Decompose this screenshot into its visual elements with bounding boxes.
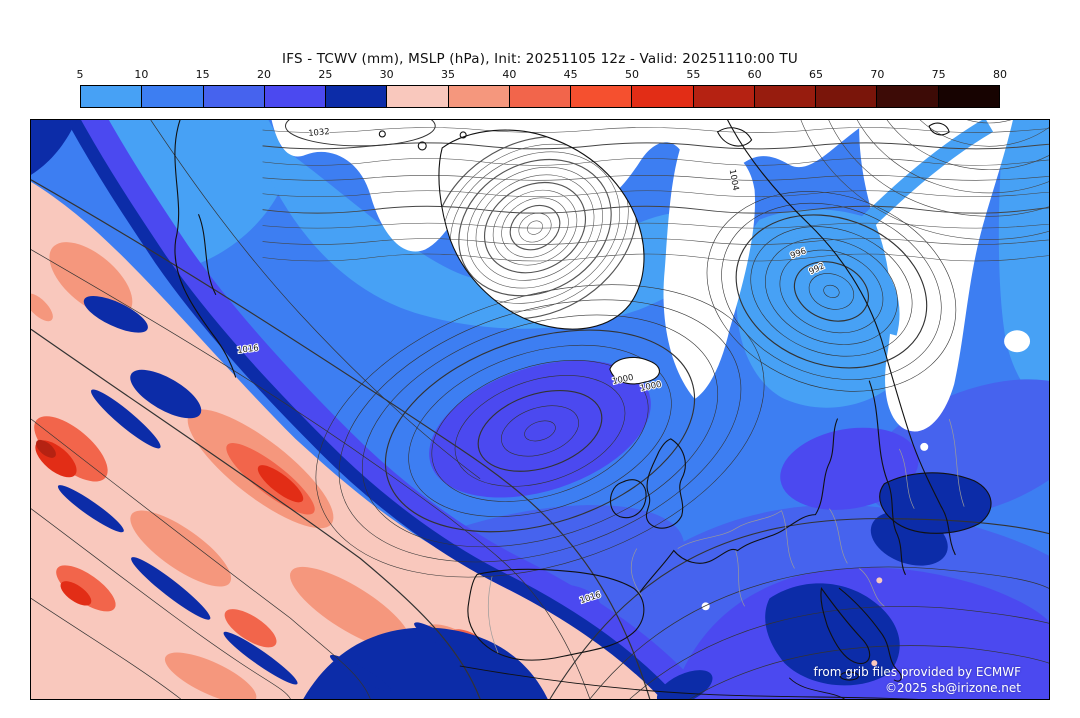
colorbar-tick: 20 [257, 68, 271, 81]
colorbar-segment-75-80 [937, 86, 999, 107]
colorbar-segment-45-50 [570, 86, 632, 107]
colorbar-tick: 80 [993, 68, 1007, 81]
colorbar-tick: 50 [625, 68, 639, 81]
field-pink-spots [562, 577, 883, 667]
colorbar-segment-10-15 [141, 86, 203, 107]
contour-label: 1004 [728, 168, 742, 191]
field-navy-band [66, 120, 679, 699]
colorbar-tick: 10 [134, 68, 149, 81]
colorbar-tick: 45 [563, 68, 578, 81]
colorbar-segment-50-55 [631, 86, 693, 107]
colorbar-segment-30-35 [386, 86, 448, 107]
country-borders [487, 418, 965, 654]
colorbar-segment-15-20 [202, 86, 264, 107]
colorbar-segment-65-70 [815, 86, 877, 107]
mslp-contours [262, 120, 1049, 578]
chart-title: IFS - TCWV (mm), MSLP (hPa), Init: 20251… [282, 51, 798, 67]
colorbar-segment-60-65 [753, 86, 816, 107]
colorbar-tick: 75 [931, 68, 946, 81]
colorbar-segment-5-10 [81, 86, 142, 107]
contour-label: 1016 [236, 342, 259, 355]
colorbar-segment-55-60 [692, 86, 754, 107]
mslp-contours-static [31, 120, 1049, 699]
colorbar-segment-40-45 [508, 86, 571, 107]
colorbar-segment-70-75 [876, 86, 938, 107]
coastlines [174, 120, 992, 699]
contour-label: 1032 [308, 126, 330, 138]
attribution-line-1: from grib files provided by ECMWF [813, 665, 1021, 679]
colorbar-segment-35-40 [447, 86, 509, 107]
colorbar-tick: 5 [76, 68, 84, 81]
colorbar-tick: 55 [686, 68, 701, 81]
colorbar-tick: 35 [441, 68, 455, 81]
colorbar-tick: 30 [379, 68, 394, 81]
colorbar-tick: 25 [318, 68, 333, 81]
colorbar-tick: 65 [809, 68, 823, 81]
field-navy-patches [31, 120, 992, 699]
attribution-line-2: ©2025 sb@irizone.net [885, 681, 1021, 695]
colorbar [80, 85, 1000, 108]
colorbar-tick: 60 [747, 68, 762, 81]
colorbar-tick: 15 [195, 68, 210, 81]
colorbar-tick: 40 [502, 68, 517, 81]
attribution: from grib files provided by ECMWF ©2025 … [813, 664, 1021, 696]
field-violet-halo [70, 120, 701, 699]
colorbar-segment-20-25 [263, 86, 326, 107]
colorbar-tick: 70 [870, 68, 885, 81]
map-panel: 1032 1004 996 992 1016 1000 1000 1016 from grib… [30, 119, 1050, 700]
colorbar-tick-labels: 5 10 15 20 25 30 35 40 45 50 55 60 65 70 75 80 [0, 68, 1080, 84]
colorbar-segment-25-30 [325, 86, 387, 107]
